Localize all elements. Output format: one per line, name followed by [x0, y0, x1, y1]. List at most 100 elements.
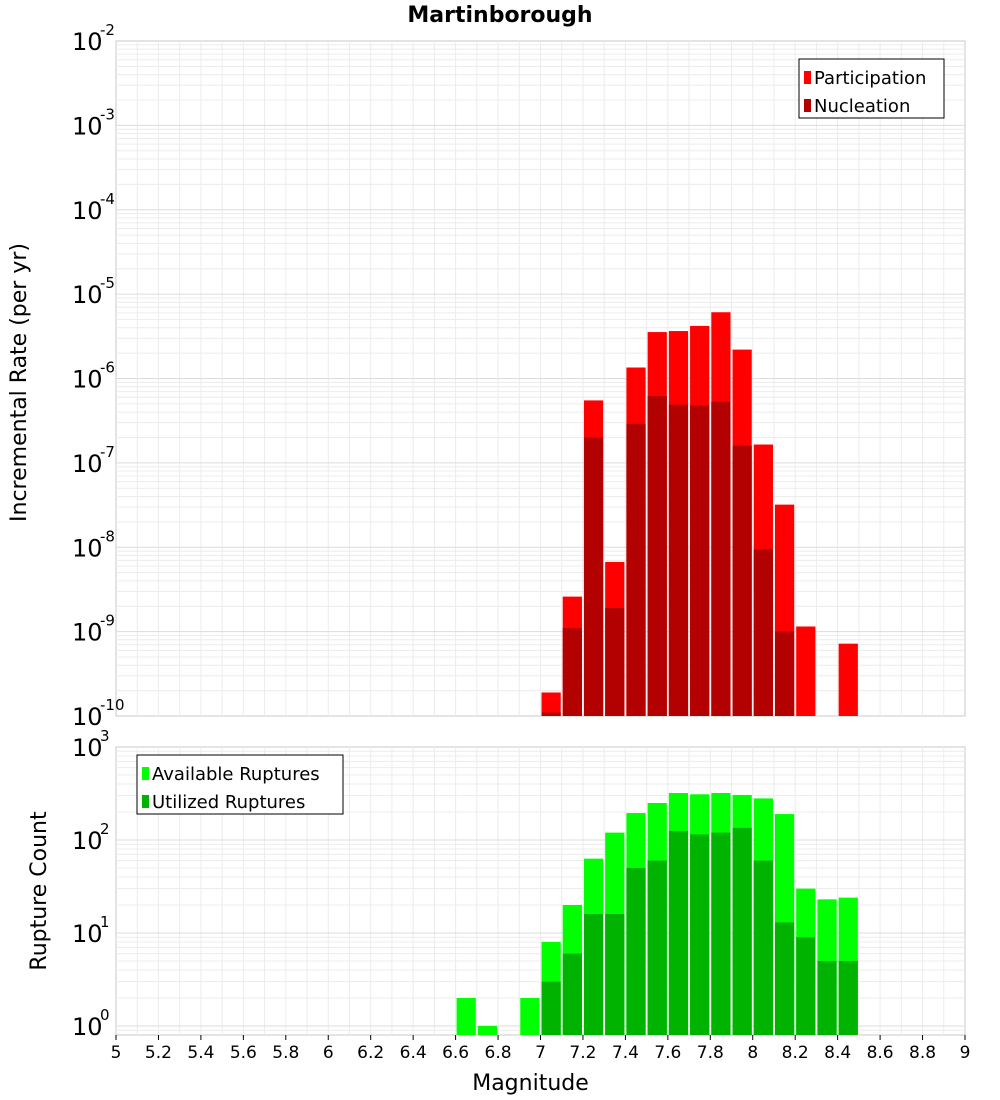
bar-nucleation: [732, 445, 752, 716]
bar-participation: [541, 692, 561, 716]
x-tick-label: 5.6: [230, 1043, 257, 1063]
bar-utilized-ruptures: [711, 832, 731, 1035]
x-tick-label: 9: [960, 1043, 971, 1063]
bar-available-ruptures: [477, 1025, 498, 1035]
y-tick-label: 10: [72, 28, 103, 56]
x-tick-label: 5: [111, 1043, 122, 1063]
bar-nucleation: [626, 423, 646, 716]
bar-available-ruptures: [520, 997, 540, 1035]
x-tick-label: 6.2: [357, 1043, 384, 1063]
x-tick-label: 7.8: [697, 1043, 724, 1063]
bar-nucleation: [711, 401, 731, 716]
chart-title: Martinborough: [407, 3, 592, 28]
y-tick-exponent: -5: [100, 274, 115, 292]
bar-nucleation: [605, 608, 625, 716]
top-legend-box: [798, 58, 945, 119]
top-y-axis-label: Incremental Rate (per yr): [7, 243, 32, 522]
bottom-legend-box: [136, 754, 344, 815]
top-bars: [541, 312, 858, 716]
y-tick-label: 10: [72, 619, 103, 647]
bar-utilized-ruptures: [583, 914, 604, 1035]
bar-participation: [838, 643, 858, 716]
bottom-bars: [456, 793, 858, 1035]
bar-nucleation: [668, 404, 689, 716]
bar-utilized-ruptures: [647, 860, 667, 1035]
bar-nucleation: [562, 628, 582, 716]
y-tick-exponent: 2: [100, 820, 110, 838]
top-legend: Participation Nucleation: [798, 58, 945, 119]
bar-utilized-ruptures: [668, 830, 689, 1035]
bar-utilized-ruptures: [732, 827, 752, 1035]
x-tick-label: 5.4: [187, 1043, 214, 1063]
bar-utilized-ruptures: [796, 937, 816, 1035]
bottom-y-axis-label: Rupture Count: [27, 811, 52, 971]
y-tick-label: 10: [72, 827, 103, 855]
legend-label-utilized-ruptures: Utilized Ruptures: [152, 792, 305, 813]
y-tick-label: 10: [72, 534, 103, 562]
bar-nucleation: [753, 549, 773, 716]
legend-swatch-nucleation: [804, 99, 811, 112]
y-tick-exponent: 1: [100, 913, 110, 931]
bar-utilized-ruptures: [690, 834, 710, 1035]
x-tick-label: 8.6: [867, 1043, 894, 1063]
bottom-legend: Available Ruptures Utilized Ruptures: [136, 754, 344, 815]
x-tick-label: 8.8: [909, 1043, 936, 1063]
y-tick-label: 10: [72, 734, 103, 762]
y-tick-exponent: -6: [100, 359, 115, 377]
x-ticks: 5 5.2 5.4 5.6 5.8 6 6.2 6.4 6.6 6.8 7 7.2 7.4 7.6 7.8 8…: [111, 1035, 971, 1063]
bar-nucleation: [647, 396, 667, 716]
x-tick-label: 7.4: [612, 1043, 639, 1063]
bar-utilized-ruptures: [774, 922, 795, 1035]
y-tick-label: 10: [72, 920, 103, 948]
bar-utilized-ruptures: [838, 960, 858, 1035]
legend-swatch-utilized-ruptures: [142, 795, 149, 808]
y-tick-exponent: -2: [100, 21, 115, 39]
y-tick-label: 10: [72, 112, 103, 140]
y-tick-exponent: -10: [100, 696, 125, 714]
x-tick-label: 8: [747, 1043, 758, 1063]
bar-utilized-ruptures: [626, 867, 646, 1035]
bar-utilized-ruptures: [562, 953, 582, 1035]
bar-nucleation: [583, 437, 604, 716]
x-tick-label: 5.2: [145, 1043, 172, 1063]
y-tick-exponent: -8: [100, 527, 115, 545]
bar-utilized-ruptures: [817, 960, 837, 1035]
x-tick-label: 6.8: [485, 1043, 512, 1063]
y-tick-exponent: -3: [100, 105, 115, 123]
bar-available-ruptures: [456, 997, 476, 1035]
y-tick-exponent: 0: [100, 1006, 110, 1024]
legend-swatch-available-ruptures: [142, 767, 149, 780]
y-tick-label: 10: [72, 450, 103, 478]
y-tick-exponent: -7: [100, 443, 115, 461]
y-tick-exponent: -9: [100, 612, 115, 630]
bar-utilized-ruptures: [605, 914, 625, 1035]
top-grid: [116, 41, 965, 716]
bar-nucleation: [774, 631, 795, 716]
x-axis-label: Magnitude: [472, 1071, 589, 1096]
x-tick-label: 7: [535, 1043, 546, 1063]
legend-label-nucleation: Nucleation: [814, 96, 910, 117]
bar-nucleation: [690, 405, 710, 716]
legend-label-participation: Participation: [814, 68, 926, 89]
x-tick-label: 7.2: [569, 1043, 596, 1063]
x-tick-label: 5.8: [272, 1043, 299, 1063]
bar-participation: [796, 626, 816, 716]
x-tick-label: 6: [323, 1043, 334, 1063]
y-tick-exponent: 3: [100, 727, 110, 745]
x-tick-label: 7.6: [654, 1043, 681, 1063]
y-tick-label: 10: [72, 366, 103, 394]
x-tick-label: 8.4: [824, 1043, 851, 1063]
y-tick-label: 10: [72, 703, 103, 731]
y-tick-label: 10: [72, 1013, 103, 1041]
legend-label-available-ruptures: Available Ruptures: [152, 764, 320, 785]
x-tick-label: 6.6: [442, 1043, 469, 1063]
bar-utilized-ruptures: [753, 860, 773, 1035]
bar-utilized-ruptures: [541, 981, 561, 1035]
y-tick-label: 10: [72, 281, 103, 309]
bar-nucleation: [541, 712, 561, 716]
